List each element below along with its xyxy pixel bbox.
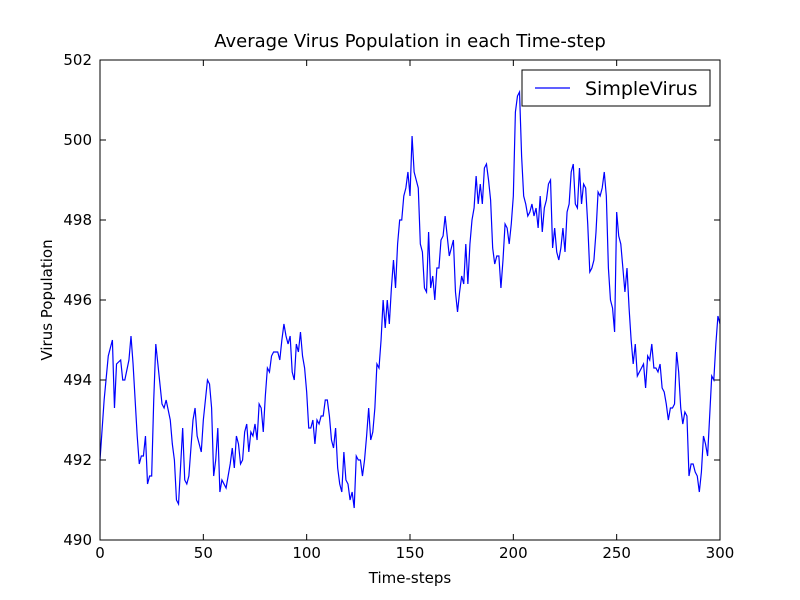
x-tick-label: 100 xyxy=(292,544,321,562)
x-tick-label: 200 xyxy=(499,544,528,562)
y-tick-label: 498 xyxy=(63,211,92,229)
x-axis-label: Time-steps xyxy=(368,569,452,587)
y-tick-label: 502 xyxy=(63,51,92,69)
x-tick-label: 300 xyxy=(706,544,735,562)
x-tick-label: 150 xyxy=(396,544,425,562)
y-tick-label: 494 xyxy=(63,371,92,389)
y-tick-label: 496 xyxy=(63,291,92,309)
x-tick-label: 250 xyxy=(602,544,631,562)
y-tick-label: 490 xyxy=(63,531,92,549)
y-tick-label: 492 xyxy=(63,451,92,469)
chart-title: Average Virus Population in each Time-st… xyxy=(214,31,606,52)
y-tick-label: 500 xyxy=(63,131,92,149)
x-tick-label: 50 xyxy=(194,544,213,562)
x-tick-label: 0 xyxy=(95,544,105,562)
y-axis-label: Virus Population xyxy=(38,239,56,360)
data-line xyxy=(99,89,721,509)
legend-label: SimpleVirus xyxy=(585,78,698,100)
